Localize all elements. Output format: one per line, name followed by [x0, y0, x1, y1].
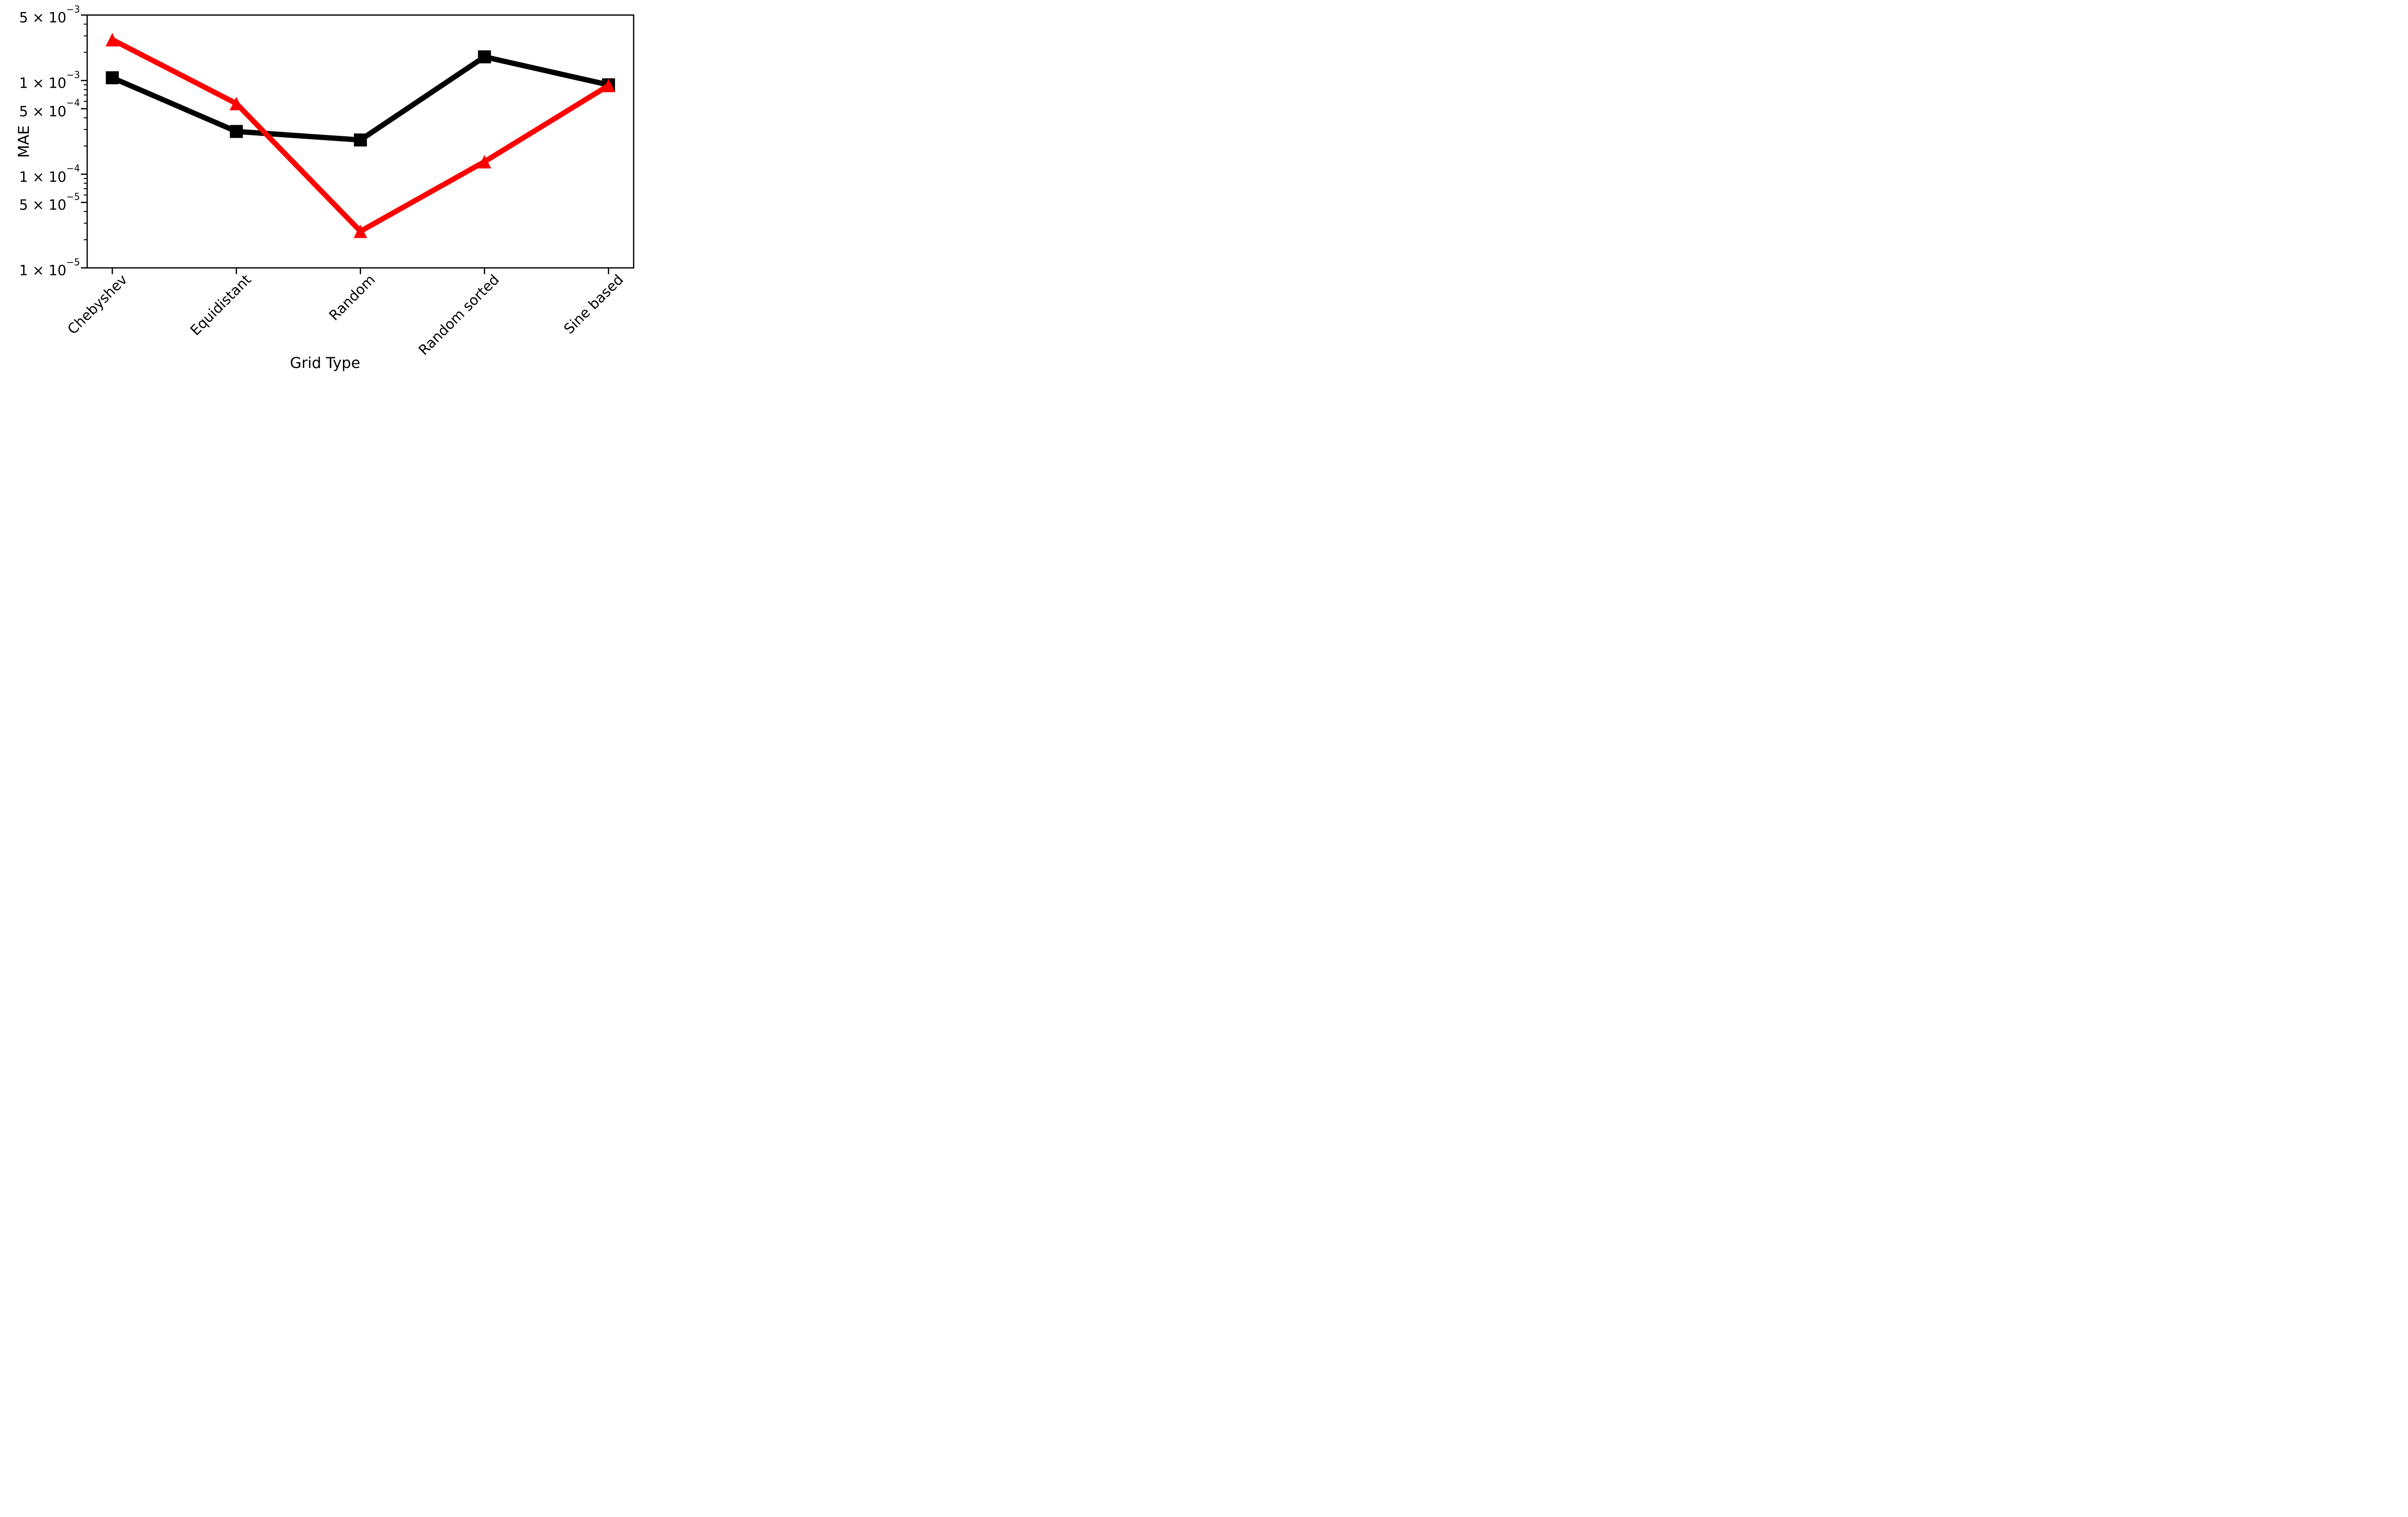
y-tick-label: 1 × 10−5 — [19, 256, 80, 279]
x-axis-label: Grid Type — [289, 354, 361, 372]
marker-square — [353, 133, 367, 147]
axis-spine — [86, 14, 635, 269]
marker-square — [230, 125, 243, 138]
marker-triangle — [477, 155, 491, 169]
y-tick-label: 5 × 10−5 — [19, 191, 80, 213]
marker-triangle — [229, 96, 243, 110]
marker-square — [105, 71, 119, 84]
y-tick-label: 5 × 10−4 — [19, 97, 80, 120]
y-tick-label: 1 × 10−3 — [19, 69, 80, 92]
y-axis-label: MAE — [15, 125, 33, 158]
marker-square — [478, 50, 491, 64]
y-tick-label: 5 × 10−3 — [19, 3, 80, 26]
marker-triangle — [105, 33, 119, 47]
plot-area — [81, 14, 635, 275]
series-line-square — [111, 54, 609, 143]
figure: Grid Type MAE 5 × 10−3 1 × 10−3 5 × 10−4 1 … — [0, 0, 650, 379]
marker-triangle — [602, 78, 615, 92]
y-tick-label: 1 × 10−4 — [19, 163, 80, 185]
marker-triangle — [353, 224, 367, 238]
